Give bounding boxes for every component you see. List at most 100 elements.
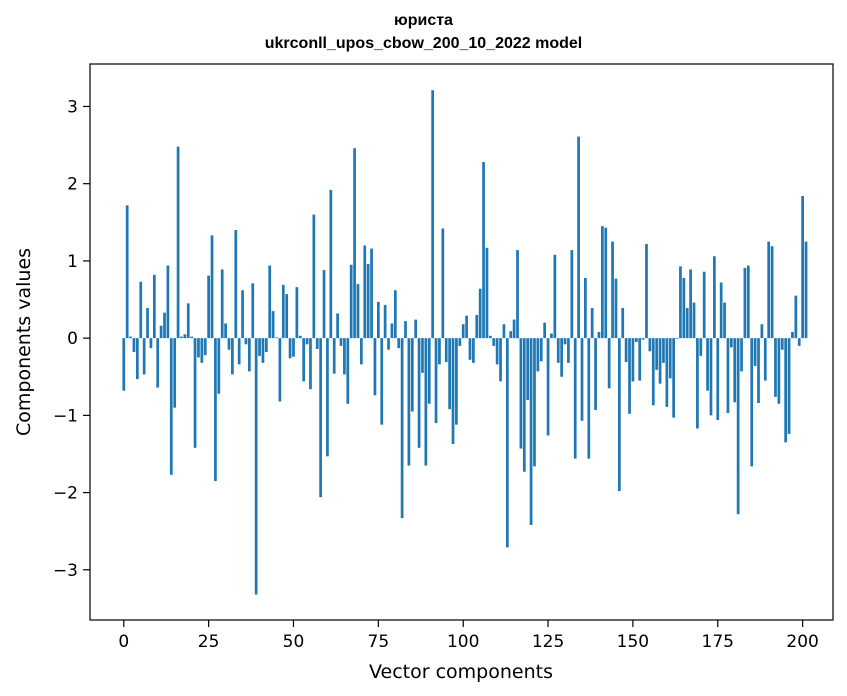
bar bbox=[570, 250, 574, 339]
bar bbox=[427, 338, 431, 404]
y-tick-label: −1 bbox=[53, 406, 78, 426]
bar bbox=[132, 338, 136, 353]
bar bbox=[675, 338, 679, 339]
bar bbox=[292, 338, 295, 357]
bar bbox=[614, 278, 618, 339]
bar bbox=[275, 337, 278, 339]
bar bbox=[234, 230, 238, 339]
bar bbox=[716, 338, 720, 420]
bar bbox=[780, 338, 784, 350]
bar bbox=[451, 338, 455, 444]
bar bbox=[173, 338, 177, 408]
bar bbox=[370, 248, 373, 339]
bar bbox=[651, 338, 655, 406]
bar bbox=[648, 338, 652, 352]
bar bbox=[298, 335, 302, 339]
bar bbox=[539, 338, 543, 362]
bar bbox=[125, 205, 129, 339]
bar bbox=[214, 338, 217, 481]
chart-title: юриста bbox=[394, 12, 453, 29]
bar bbox=[567, 338, 570, 363]
bar bbox=[343, 338, 346, 375]
bar bbox=[237, 338, 241, 365]
bar bbox=[397, 338, 401, 349]
bar bbox=[794, 295, 798, 339]
bar bbox=[777, 338, 781, 404]
bar bbox=[692, 302, 696, 339]
bar bbox=[485, 247, 489, 339]
bar bbox=[563, 338, 567, 345]
bar bbox=[431, 90, 435, 339]
bar bbox=[621, 308, 625, 339]
bar bbox=[349, 264, 353, 339]
x-tick-label: 75 bbox=[368, 632, 390, 652]
bar bbox=[655, 338, 659, 370]
bar bbox=[139, 281, 143, 339]
bar bbox=[186, 303, 190, 339]
bar bbox=[550, 333, 553, 339]
bar bbox=[668, 338, 672, 379]
bar bbox=[278, 338, 282, 402]
bar bbox=[553, 254, 557, 339]
bar bbox=[801, 196, 804, 339]
bar bbox=[482, 162, 485, 339]
bar bbox=[248, 338, 251, 372]
bar bbox=[288, 338, 292, 359]
bar bbox=[353, 148, 356, 339]
bar bbox=[231, 338, 234, 375]
bar bbox=[356, 284, 360, 339]
bar bbox=[414, 319, 418, 339]
x-tick-label: 25 bbox=[198, 632, 220, 652]
bar bbox=[332, 338, 336, 374]
bar bbox=[685, 308, 689, 339]
bar bbox=[176, 146, 180, 339]
bar bbox=[638, 338, 642, 381]
bar bbox=[346, 338, 350, 404]
bar bbox=[617, 338, 621, 492]
bar bbox=[492, 338, 496, 346]
bar bbox=[387, 338, 390, 350]
x-axis: 0 25 50 75 100 125 150 175 200 bbox=[118, 620, 819, 652]
bar bbox=[268, 265, 272, 339]
bar bbox=[169, 338, 173, 475]
bar bbox=[163, 312, 166, 339]
bar bbox=[434, 338, 438, 424]
bar bbox=[519, 338, 523, 449]
bar bbox=[373, 338, 377, 396]
bar bbox=[611, 241, 614, 339]
bar bbox=[122, 338, 126, 391]
bar bbox=[183, 334, 187, 339]
bar bbox=[702, 271, 706, 339]
bar bbox=[763, 338, 767, 381]
bar bbox=[594, 338, 597, 410]
bar bbox=[281, 284, 285, 339]
bar bbox=[326, 338, 329, 457]
bar bbox=[180, 336, 183, 339]
bar bbox=[607, 338, 611, 389]
y-tick-label: −2 bbox=[53, 484, 78, 504]
bar bbox=[254, 338, 258, 595]
bar bbox=[699, 338, 703, 356]
bar bbox=[475, 314, 479, 339]
x-tick-label: 125 bbox=[532, 632, 564, 652]
bar bbox=[200, 338, 204, 363]
bar bbox=[309, 338, 312, 390]
y-tick-label: 0 bbox=[67, 329, 78, 349]
bar bbox=[159, 325, 163, 339]
bar bbox=[315, 338, 319, 349]
bar bbox=[556, 338, 560, 363]
bar bbox=[634, 338, 638, 342]
bar bbox=[360, 338, 363, 365]
bar bbox=[713, 256, 716, 339]
bar bbox=[757, 338, 760, 404]
bar bbox=[421, 338, 424, 373]
bar bbox=[512, 319, 516, 339]
y-axis: −3 −2 −1 0 1 2 3 bbox=[53, 97, 90, 581]
x-axis-label: Vector components bbox=[369, 661, 553, 683]
bar bbox=[522, 338, 526, 472]
bar bbox=[295, 287, 299, 339]
bar bbox=[709, 338, 713, 416]
y-tick-label: 1 bbox=[67, 252, 78, 272]
bar bbox=[791, 331, 794, 339]
